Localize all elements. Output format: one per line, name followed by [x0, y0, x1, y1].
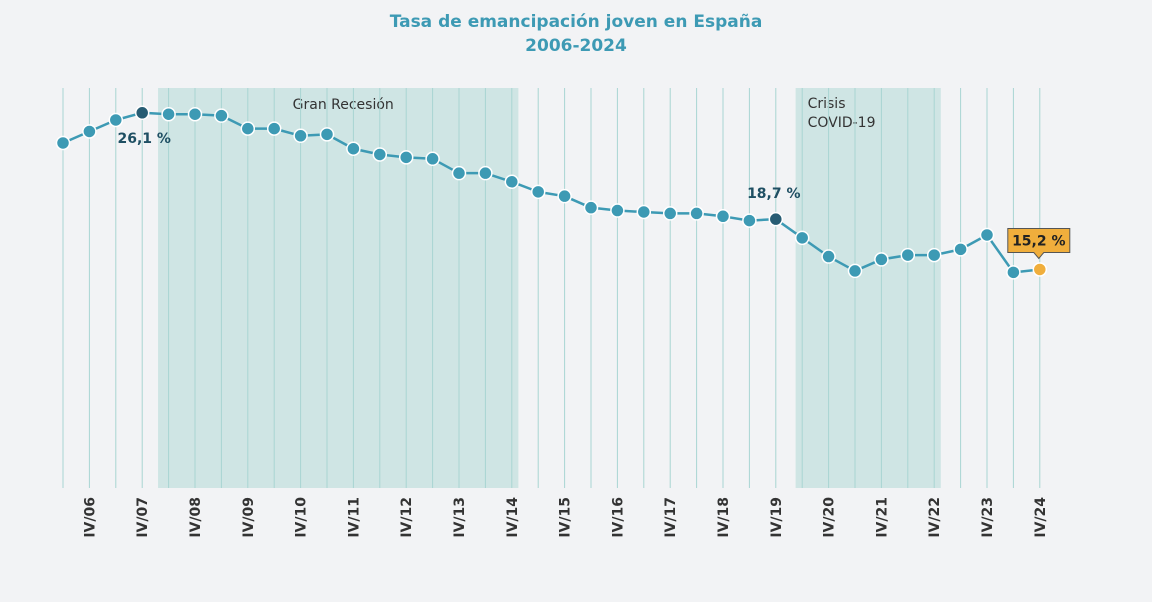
data-point — [530, 184, 546, 200]
chart-title-block: Tasa de emancipación joven en España 200… — [0, 10, 1152, 58]
data-point — [346, 141, 361, 156]
tick-label: IV/10 — [294, 497, 310, 538]
tick-label: IV/19 — [769, 497, 785, 538]
data-point — [451, 165, 467, 181]
data-point — [134, 105, 150, 121]
data-point — [372, 147, 388, 162]
data-point — [610, 203, 625, 218]
data-point — [847, 263, 863, 279]
tick-label: IV/20 — [822, 497, 838, 538]
tick-label: IV/17 — [663, 497, 679, 538]
tick-label: IV/15 — [558, 497, 574, 538]
x-axis-ticks: IV/06 IV/07 IV/08 IV/09 IV/10 IV/11 IV/12 IV/13… — [82, 497, 1048, 538]
gridlines — [62, 88, 1041, 488]
data-point — [583, 200, 599, 215]
tick-label: IV/08 — [188, 497, 204, 538]
shaded-period-label: Gran Recesión — [293, 97, 394, 113]
data-point — [293, 128, 308, 144]
data-point — [662, 206, 678, 221]
data-point — [425, 151, 440, 167]
tick-label: IV/16 — [610, 497, 626, 538]
tick-label: IV/11 — [346, 497, 362, 538]
annotation-label: 26,1 % — [117, 131, 170, 147]
data-point — [926, 247, 942, 263]
data-point — [636, 204, 652, 220]
tick-label: IV/14 — [505, 497, 521, 538]
shaded-period-label-line: Crisis — [808, 96, 846, 112]
data-points — [55, 105, 1048, 280]
data-point — [108, 112, 124, 128]
data-point — [266, 121, 282, 136]
data-point — [1032, 262, 1048, 277]
tick-label: IV/18 — [716, 497, 732, 538]
tick-label: IV/12 — [399, 497, 415, 538]
data-point — [398, 150, 414, 165]
tick-label: IV/22 — [927, 497, 943, 538]
data-point — [874, 252, 889, 267]
data-point — [900, 247, 916, 263]
data-point — [187, 106, 203, 122]
data-point — [55, 135, 71, 151]
shaded-period-1 — [795, 88, 941, 488]
tick-label: IV/21 — [874, 497, 890, 538]
tick-label: IV/09 — [241, 497, 257, 538]
data-point — [504, 174, 520, 190]
data-point — [240, 121, 256, 136]
tick-label: IV/06 — [82, 497, 98, 538]
chart-subtitle: 2006-2024 — [525, 36, 627, 56]
shaded-period-label-line: COVID-19 — [808, 115, 876, 131]
annotations: 26,1 % 18,7 % 15,2 % — [117, 131, 1071, 260]
data-point — [161, 106, 176, 122]
data-point — [557, 188, 572, 204]
data-point — [82, 124, 97, 139]
data-point — [478, 165, 493, 181]
data-point — [742, 213, 757, 228]
data-point — [715, 209, 731, 224]
tick-label: IV/13 — [452, 497, 468, 538]
data-point — [768, 211, 784, 227]
tick-label: IV/23 — [980, 497, 996, 538]
annotation-label: 15,2 % — [1012, 233, 1065, 249]
tick-label: IV/07 — [135, 497, 151, 538]
tick-label: IV/24 — [1033, 497, 1049, 538]
data-point — [821, 249, 836, 264]
annotation-label: 18,7 % — [747, 186, 800, 202]
shaded-period-0 — [158, 88, 519, 488]
annotation-box — [1007, 227, 1071, 260]
data-point — [953, 242, 968, 257]
data-point — [319, 127, 335, 142]
chart-title: Tasa de emancipación joven en España — [389, 12, 763, 32]
data-point — [214, 108, 229, 123]
data-point — [979, 227, 995, 243]
shaded-periods: Gran Recesión Crisis COVID-19 — [158, 88, 941, 488]
data-point — [1006, 265, 1021, 280]
data-point — [689, 206, 704, 221]
data-point — [794, 230, 810, 246]
